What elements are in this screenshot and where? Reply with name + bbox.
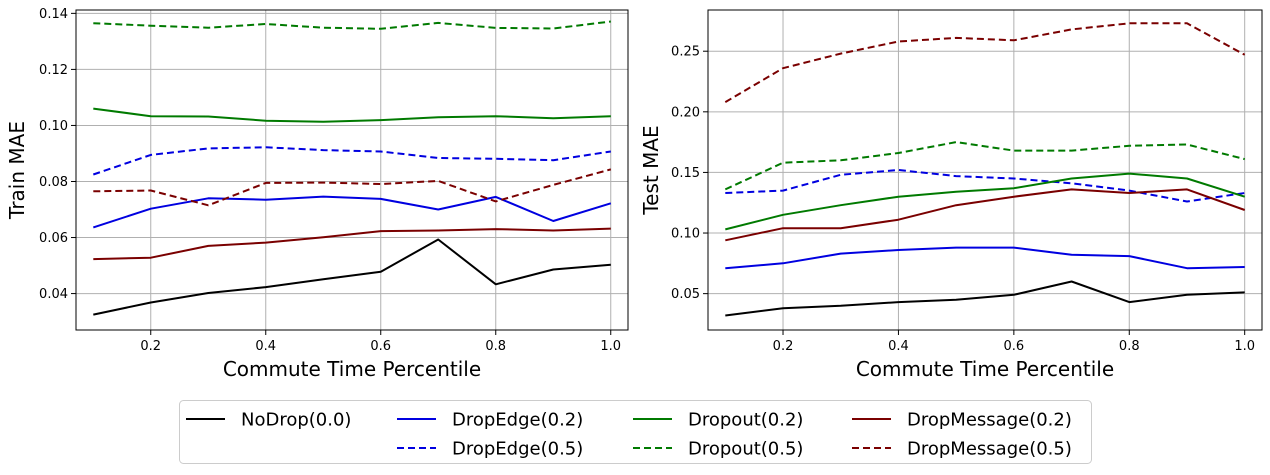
legend-label-dropedge-0-2: DropEdge(0.2) xyxy=(452,410,583,431)
x-tick-label: 0.8 xyxy=(485,339,506,354)
y-tick-label: 0.12 xyxy=(39,63,68,78)
series-line-dropout-0-5 xyxy=(724,141,1245,191)
x-tick-label: 0.6 xyxy=(1004,339,1025,354)
x-tick-label: 0.6 xyxy=(370,339,391,354)
x-tick-label: 1.0 xyxy=(600,339,621,354)
y-tick-label: 0.20 xyxy=(671,105,700,120)
x-axis-label: Commute Time Percentile xyxy=(223,357,481,381)
series-line-dropedge-0-2 xyxy=(725,246,1245,270)
y-tick-label: 0.08 xyxy=(39,175,68,190)
train-mae-chart: 0.2 0.4 0.6 0.8 1.0 0.04 0.06 0.08 0.10 0.12 0.14 C… xyxy=(5,7,629,381)
y-tick-label: 0.10 xyxy=(671,227,700,242)
series-line-dropmessage-0-2 xyxy=(93,227,611,261)
x-tick-label: 0.4 xyxy=(255,339,276,354)
series-line-nodrop-0-0 xyxy=(725,280,1245,317)
series-line-dropout-0-2 xyxy=(93,107,611,123)
y-tick-label: 0.15 xyxy=(671,166,700,181)
plot-frame xyxy=(75,9,629,331)
series-line-dropmessage-0-2 xyxy=(725,188,1246,242)
series-line-dropmessage-0-5 xyxy=(93,168,612,207)
y-tick-label: 0.14 xyxy=(39,7,68,22)
y-tick-label: 0.05 xyxy=(671,287,700,302)
series-line-nodrop-0-0 xyxy=(93,238,611,316)
x-tick-label: 0.8 xyxy=(1119,339,1140,354)
x-axis-label: Commute Time Percentile xyxy=(856,357,1114,381)
legend: NoDrop(0.0) DropEdge(0.2) DropEdge(0.5) Dro… xyxy=(179,400,1092,464)
x-tick-label: 0.2 xyxy=(773,339,794,354)
legend-label-dropout-0-5: Dropout(0.5) xyxy=(688,439,803,460)
test-mae-chart: 0.2 0.4 0.6 0.8 1.0 0.05 0.10 0.15 0.20 0.25 Commu… xyxy=(639,9,1263,381)
y-tick-label: 0.06 xyxy=(39,231,68,246)
series-line-dropmessage-0-5 xyxy=(724,22,1246,103)
x-tick-label: 0.4 xyxy=(888,339,909,354)
x-tick-label: 0.2 xyxy=(140,339,161,354)
y-tick-label: 0.25 xyxy=(671,45,700,60)
series-line-dropout-0-2 xyxy=(725,172,1246,231)
legend-label-dropedge-0-5: DropEdge(0.5) xyxy=(452,439,583,460)
series-line-dropedge-0-2 xyxy=(92,195,612,229)
legend-label-dropout-0-2: Dropout(0.2) xyxy=(688,410,803,431)
plot-frame xyxy=(707,9,1263,331)
y-axis-label: Test MAE xyxy=(639,125,663,215)
x-tick-label: 1.0 xyxy=(1234,339,1255,354)
legend-label-nodrop-0-0: NoDrop(0.0) xyxy=(241,410,351,431)
series-line-dropedge-0-5 xyxy=(92,146,611,176)
legend-label-dropmessage-0-2: DropMessage(0.2) xyxy=(907,410,1072,431)
series-line-dropedge-0-5 xyxy=(725,169,1245,203)
legend-label-dropmessage-0-5: DropMessage(0.5) xyxy=(907,439,1072,460)
y-axis-label: Train MAE xyxy=(5,121,29,220)
y-tick-label: 0.04 xyxy=(39,287,68,302)
series-line-dropout-0-5 xyxy=(93,20,611,30)
y-tick-label: 0.10 xyxy=(39,119,68,134)
